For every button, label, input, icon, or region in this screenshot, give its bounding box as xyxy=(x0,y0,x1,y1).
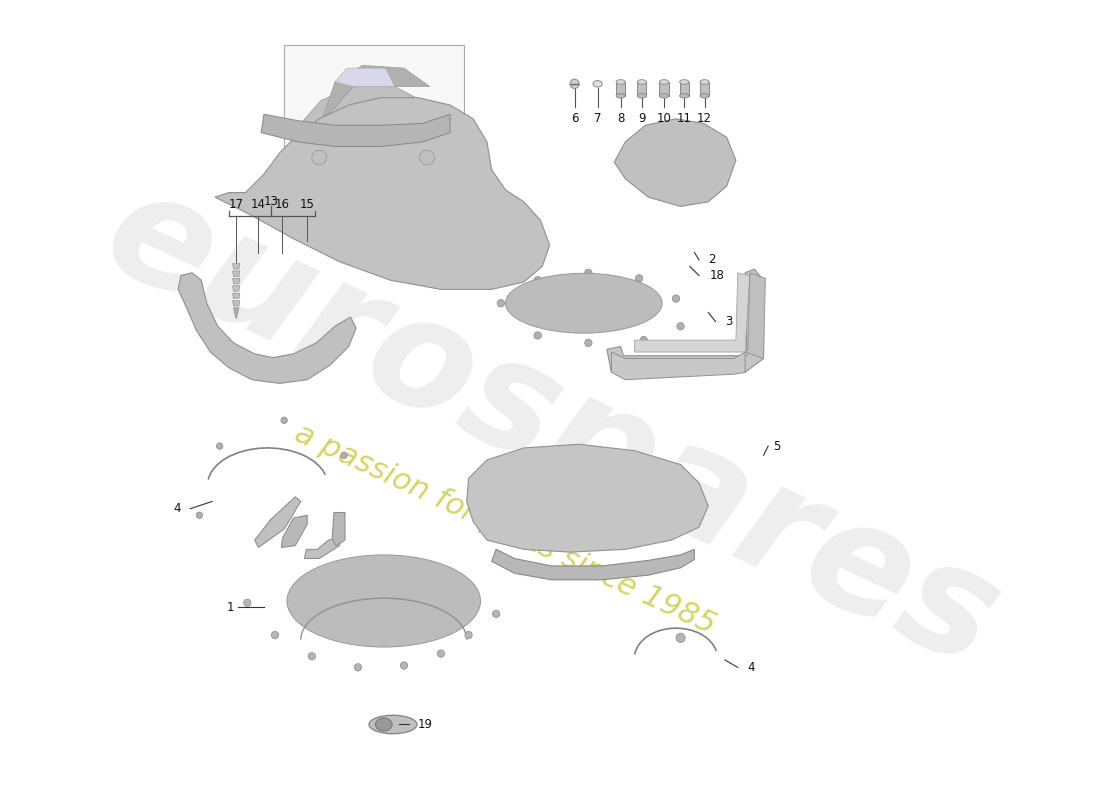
Text: 4: 4 xyxy=(747,661,755,674)
Circle shape xyxy=(420,150,434,165)
Text: 4: 4 xyxy=(174,502,180,515)
Polygon shape xyxy=(321,66,430,123)
Polygon shape xyxy=(178,273,356,383)
Circle shape xyxy=(412,143,442,172)
Ellipse shape xyxy=(616,80,625,84)
Ellipse shape xyxy=(659,94,669,98)
Circle shape xyxy=(437,650,444,657)
Ellipse shape xyxy=(375,718,392,731)
Text: 14: 14 xyxy=(251,198,266,211)
Polygon shape xyxy=(232,271,240,277)
Circle shape xyxy=(465,631,472,638)
Circle shape xyxy=(280,417,287,423)
Polygon shape xyxy=(635,273,750,352)
Bar xyxy=(637,82,647,96)
Text: 11: 11 xyxy=(676,112,692,126)
Circle shape xyxy=(585,339,592,346)
Circle shape xyxy=(534,277,541,284)
Ellipse shape xyxy=(616,94,625,98)
Text: 16: 16 xyxy=(275,198,289,211)
Text: 9: 9 xyxy=(638,112,646,126)
Ellipse shape xyxy=(700,94,710,98)
Bar xyxy=(616,82,625,96)
Polygon shape xyxy=(255,497,300,547)
Circle shape xyxy=(585,269,592,277)
Circle shape xyxy=(672,295,680,302)
Circle shape xyxy=(570,79,580,89)
Polygon shape xyxy=(745,273,766,358)
Circle shape xyxy=(636,274,642,282)
Polygon shape xyxy=(233,308,239,319)
Text: 2: 2 xyxy=(708,254,716,266)
Polygon shape xyxy=(214,98,550,290)
Ellipse shape xyxy=(593,81,602,87)
Text: 15: 15 xyxy=(300,198,315,211)
Text: 10: 10 xyxy=(657,112,671,126)
Text: 13: 13 xyxy=(264,195,278,208)
Ellipse shape xyxy=(700,80,710,84)
Circle shape xyxy=(308,653,316,660)
Polygon shape xyxy=(332,513,345,546)
Circle shape xyxy=(676,634,685,642)
Ellipse shape xyxy=(287,555,481,647)
Circle shape xyxy=(243,599,251,606)
Polygon shape xyxy=(232,286,240,291)
Circle shape xyxy=(640,336,648,344)
Text: 5: 5 xyxy=(773,439,780,453)
Text: 18: 18 xyxy=(711,269,725,282)
Circle shape xyxy=(341,452,348,458)
Text: 8: 8 xyxy=(617,112,625,126)
Polygon shape xyxy=(232,293,240,298)
Polygon shape xyxy=(305,537,341,558)
Polygon shape xyxy=(466,444,708,552)
Ellipse shape xyxy=(659,80,669,84)
Text: 17: 17 xyxy=(229,198,244,211)
Circle shape xyxy=(400,662,408,669)
Circle shape xyxy=(493,610,499,618)
Circle shape xyxy=(534,332,541,339)
Circle shape xyxy=(676,322,684,330)
Text: 3: 3 xyxy=(725,315,733,328)
Polygon shape xyxy=(232,263,240,269)
Polygon shape xyxy=(232,301,240,306)
Bar xyxy=(659,82,669,96)
Ellipse shape xyxy=(680,94,689,98)
Circle shape xyxy=(196,512,202,518)
Polygon shape xyxy=(607,269,763,372)
Ellipse shape xyxy=(637,94,647,98)
Ellipse shape xyxy=(505,274,662,333)
Ellipse shape xyxy=(368,715,417,734)
Ellipse shape xyxy=(637,80,647,84)
Polygon shape xyxy=(232,278,240,284)
Bar xyxy=(284,45,464,174)
Circle shape xyxy=(272,631,278,638)
Polygon shape xyxy=(612,352,745,380)
Text: 7: 7 xyxy=(594,112,602,126)
Polygon shape xyxy=(614,119,736,206)
Circle shape xyxy=(497,299,505,307)
Circle shape xyxy=(305,143,334,172)
Text: a passion for parts since 1985: a passion for parts since 1985 xyxy=(290,418,720,640)
Text: 6: 6 xyxy=(571,112,579,126)
Polygon shape xyxy=(334,68,395,86)
Ellipse shape xyxy=(680,80,689,84)
Bar xyxy=(700,82,710,96)
Circle shape xyxy=(217,443,223,450)
Text: 1: 1 xyxy=(227,601,234,614)
Text: 19: 19 xyxy=(418,718,433,731)
Polygon shape xyxy=(292,86,454,160)
Text: 12: 12 xyxy=(697,112,712,126)
Polygon shape xyxy=(261,114,450,146)
Circle shape xyxy=(354,664,362,671)
Bar xyxy=(680,82,689,96)
Circle shape xyxy=(311,150,327,165)
Text: eurospares: eurospares xyxy=(82,156,1021,699)
Polygon shape xyxy=(282,515,307,547)
Polygon shape xyxy=(492,550,694,580)
